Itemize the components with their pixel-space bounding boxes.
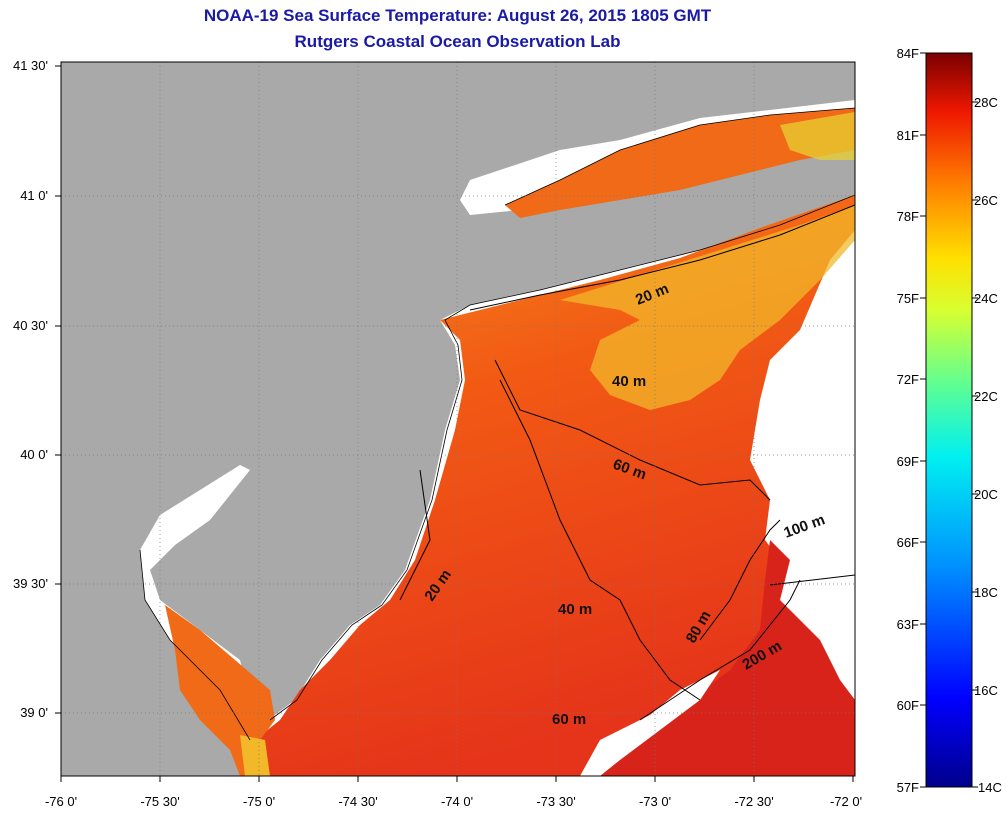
graticule (61, 62, 855, 776)
colorbar-c-label: 28C (974, 95, 998, 110)
colorbar-c-label: 14C (978, 780, 1002, 795)
coastline (139, 107, 855, 741)
colorbar-f-label: 72F (897, 372, 919, 387)
contour-label-40m-north: 40 m (612, 373, 646, 390)
slope-cloud (585, 670, 720, 776)
colorbar-c-label: 16C (974, 683, 998, 698)
x-tick-label: -74 0' (441, 794, 473, 809)
x-tick-label: -75 0' (243, 794, 275, 809)
colorbar-c-label: 20C (974, 487, 998, 502)
x-tick-label: -75 30' (140, 794, 179, 809)
long-island-sound-sst (505, 108, 855, 218)
colorbar-f-label: 78F (897, 209, 919, 224)
x-tick-label: -73 0' (639, 794, 671, 809)
colorbar-f-label: 81F (897, 128, 919, 143)
y-tick-label: 41 30' (13, 58, 48, 73)
colorbar-ticks (920, 52, 978, 788)
x-tick-label: -74 30' (338, 794, 377, 809)
colorbar (925, 52, 973, 788)
y-tick-label: 40 0' (20, 447, 48, 462)
bathymetry-contours (399, 204, 855, 721)
y-tick-label: 39 30' (13, 576, 48, 591)
x-tick-label: -72 0' (830, 794, 862, 809)
contour-label-60m-south: 60 m (552, 711, 586, 728)
colorbar-c-label: 24C (974, 291, 998, 306)
delaware-yellow (240, 735, 270, 776)
axis-ticks (55, 65, 854, 782)
y-tick-label: 39 0' (20, 705, 48, 720)
contour-label-40m-south: 40 m (558, 601, 592, 618)
map-subtitle: Rutgers Coastal Ocean Observation Lab (294, 32, 621, 51)
map-title: NOAA-19 Sea Surface Temperature: August … (203, 6, 712, 25)
deep-warm-sst (600, 540, 855, 776)
colorbar-f-label: 66F (897, 535, 919, 550)
colorbar-f-label: 69F (897, 454, 919, 469)
colorbar-c-label: 18C (974, 585, 998, 600)
map-frame (60, 61, 856, 777)
y-tick-label: 40 30' (13, 318, 48, 333)
colorbar-c-label: 22C (974, 389, 998, 404)
y-tick-label: 41 0' (20, 188, 48, 203)
sound-cool-patch (780, 112, 855, 160)
x-tick-label: -76 0' (45, 794, 77, 809)
colorbar-f-label: 84F (897, 46, 919, 61)
colorbar-c-label: 26C (974, 193, 998, 208)
x-tick-label: -73 30' (536, 794, 575, 809)
x-tick-label: -72 30' (734, 794, 773, 809)
colorbar-f-label: 63F (897, 617, 919, 632)
colorbar-f-label: 75F (897, 291, 919, 306)
colorbar-f-label: 60F (897, 698, 919, 713)
colorbar-f-label: 57F (897, 780, 919, 795)
cool-band-sst (560, 205, 855, 410)
